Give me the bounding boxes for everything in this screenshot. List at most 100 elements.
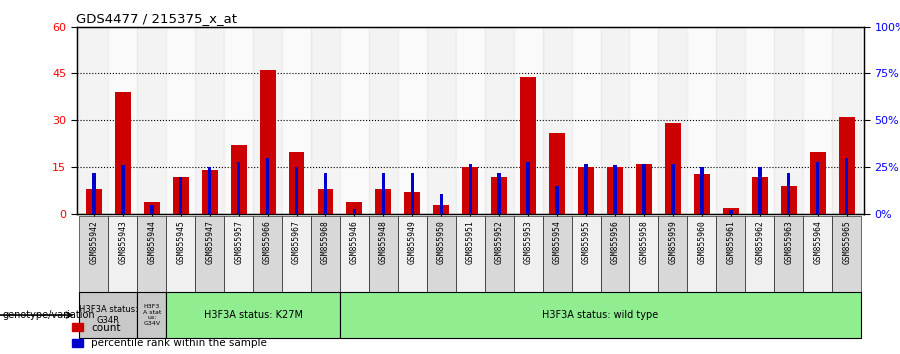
Bar <box>781 186 797 214</box>
FancyBboxPatch shape <box>716 216 745 292</box>
Bar <box>266 158 269 214</box>
Bar <box>636 164 652 214</box>
Bar <box>311 27 340 214</box>
Text: GSM855953: GSM855953 <box>524 220 533 264</box>
Bar <box>369 27 398 214</box>
FancyBboxPatch shape <box>166 292 340 338</box>
Bar <box>108 27 138 214</box>
Text: GSM855968: GSM855968 <box>321 220 330 264</box>
Bar <box>195 27 224 214</box>
Text: GSM855949: GSM855949 <box>408 220 417 264</box>
Bar <box>340 27 369 214</box>
Bar <box>469 164 472 214</box>
FancyBboxPatch shape <box>224 216 253 292</box>
Bar <box>578 167 594 214</box>
Text: GSM855965: GSM855965 <box>842 220 851 264</box>
FancyBboxPatch shape <box>688 216 716 292</box>
FancyBboxPatch shape <box>427 216 455 292</box>
Bar <box>810 152 825 214</box>
Bar <box>318 189 334 214</box>
Bar <box>526 162 530 214</box>
FancyBboxPatch shape <box>803 216 833 292</box>
Text: GSM855957: GSM855957 <box>234 220 243 264</box>
Bar <box>455 27 485 214</box>
Legend: count, percentile rank within the sample: count, percentile rank within the sample <box>68 319 271 352</box>
Text: GSM855967: GSM855967 <box>292 220 301 264</box>
FancyBboxPatch shape <box>745 216 774 292</box>
Text: H3F3
A stat
us:
G34V: H3F3 A stat us: G34V <box>142 304 161 326</box>
FancyBboxPatch shape <box>79 216 108 292</box>
FancyBboxPatch shape <box>629 216 659 292</box>
Bar <box>629 27 659 214</box>
FancyBboxPatch shape <box>253 216 282 292</box>
Bar <box>230 145 247 214</box>
Bar <box>774 27 803 214</box>
Bar <box>433 205 449 214</box>
Bar <box>491 177 508 214</box>
Text: GSM855963: GSM855963 <box>784 220 793 264</box>
Text: H3F3A status: wild type: H3F3A status: wild type <box>543 310 659 320</box>
Bar <box>253 27 282 214</box>
Bar <box>439 194 443 214</box>
Bar <box>166 27 195 214</box>
Text: GSM855946: GSM855946 <box>350 220 359 264</box>
FancyBboxPatch shape <box>282 216 311 292</box>
Text: GSM855942: GSM855942 <box>89 220 98 264</box>
Text: GSM855944: GSM855944 <box>148 220 157 264</box>
Bar <box>514 27 543 214</box>
Bar <box>549 133 565 214</box>
Bar <box>665 124 681 214</box>
Bar <box>758 167 761 214</box>
Text: GSM855960: GSM855960 <box>698 220 706 264</box>
Text: GSM855951: GSM855951 <box>466 220 475 264</box>
Text: GSM855950: GSM855950 <box>436 220 446 264</box>
Bar <box>607 167 623 214</box>
Bar <box>173 177 189 214</box>
FancyBboxPatch shape <box>600 216 629 292</box>
Text: H3F3A status: K27M: H3F3A status: K27M <box>203 310 302 320</box>
Bar <box>346 202 363 214</box>
Bar <box>816 162 819 214</box>
Bar <box>845 158 849 214</box>
Text: GDS4477 / 215375_x_at: GDS4477 / 215375_x_at <box>76 12 238 25</box>
FancyBboxPatch shape <box>514 216 543 292</box>
Bar <box>259 70 275 214</box>
FancyBboxPatch shape <box>659 216 688 292</box>
Text: GSM855964: GSM855964 <box>814 220 823 264</box>
Bar <box>745 27 774 214</box>
FancyBboxPatch shape <box>340 216 369 292</box>
Bar <box>832 27 861 214</box>
Bar <box>671 164 675 214</box>
Bar <box>716 27 745 214</box>
Bar <box>839 117 855 214</box>
Bar <box>92 173 95 214</box>
Bar <box>375 189 392 214</box>
Text: GSM855948: GSM855948 <box>379 220 388 264</box>
Bar <box>410 173 414 214</box>
Bar <box>555 186 559 214</box>
FancyBboxPatch shape <box>455 216 485 292</box>
Bar <box>600 27 629 214</box>
Bar <box>122 165 124 214</box>
FancyBboxPatch shape <box>832 216 861 292</box>
Bar <box>382 173 385 214</box>
Text: GSM855966: GSM855966 <box>263 220 272 264</box>
Bar <box>700 167 704 214</box>
Bar <box>115 92 130 214</box>
Text: GSM855962: GSM855962 <box>755 220 764 264</box>
Bar <box>723 208 739 214</box>
Text: GSM855961: GSM855961 <box>726 220 735 264</box>
Text: GSM855947: GSM855947 <box>205 220 214 264</box>
Text: H3F3A status:
G34R: H3F3A status: G34R <box>79 306 138 325</box>
FancyBboxPatch shape <box>340 292 861 338</box>
Bar <box>398 27 427 214</box>
Bar <box>752 177 768 214</box>
FancyBboxPatch shape <box>79 292 138 338</box>
FancyBboxPatch shape <box>485 216 514 292</box>
Bar <box>694 173 710 214</box>
Bar <box>787 173 790 214</box>
Bar <box>520 76 536 214</box>
Bar <box>572 27 600 214</box>
Text: GSM855956: GSM855956 <box>610 220 619 264</box>
FancyBboxPatch shape <box>774 216 803 292</box>
